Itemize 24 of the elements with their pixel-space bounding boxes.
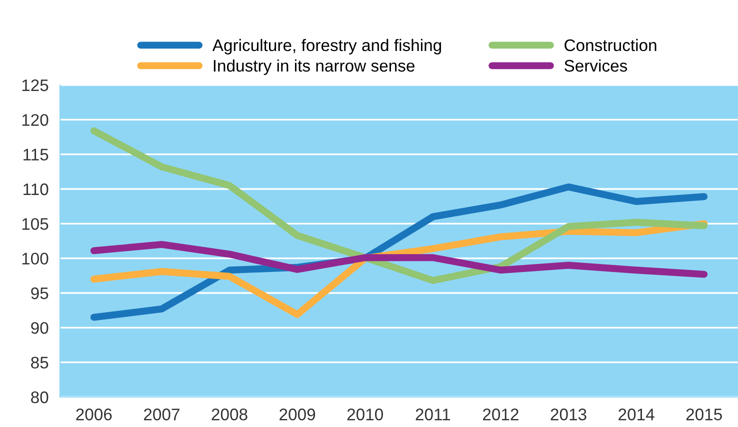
y-tick-label: 125	[22, 79, 48, 92]
x-tick-label: 2014	[618, 408, 654, 420]
y-tick-label: 110	[24, 183, 48, 196]
y-tick-label: 100	[22, 252, 48, 265]
x-tick-label: 2013	[550, 408, 586, 420]
x-tick-label: 2010	[347, 408, 383, 420]
legend-label: Agriculture, forestry and fishing	[212, 38, 442, 54]
y-tick-label: 115	[24, 148, 48, 161]
y-tick-label: 105	[22, 218, 48, 230]
x-tick-label: 2009	[280, 408, 316, 420]
x-tick-label: 2008	[212, 408, 248, 420]
x-tick-label: 2006	[76, 408, 112, 420]
x-tick-label: 2015	[686, 408, 722, 420]
x-tick-label: 2007	[144, 408, 180, 420]
legend-label: Construction	[564, 38, 656, 52]
y-tick-label: 90	[31, 322, 48, 334]
y-tick-label: 85	[31, 356, 48, 369]
legend-label: Services	[564, 59, 628, 72]
y-tick-label: 120	[22, 114, 48, 126]
legend-label: Industry in its narrow sense	[214, 59, 414, 75]
x-tick-label: 2012	[483, 408, 518, 420]
y-tick-label: 95	[31, 287, 48, 300]
y-tick-label: 80	[31, 391, 48, 404]
x-tick-label: 2011	[416, 408, 450, 420]
